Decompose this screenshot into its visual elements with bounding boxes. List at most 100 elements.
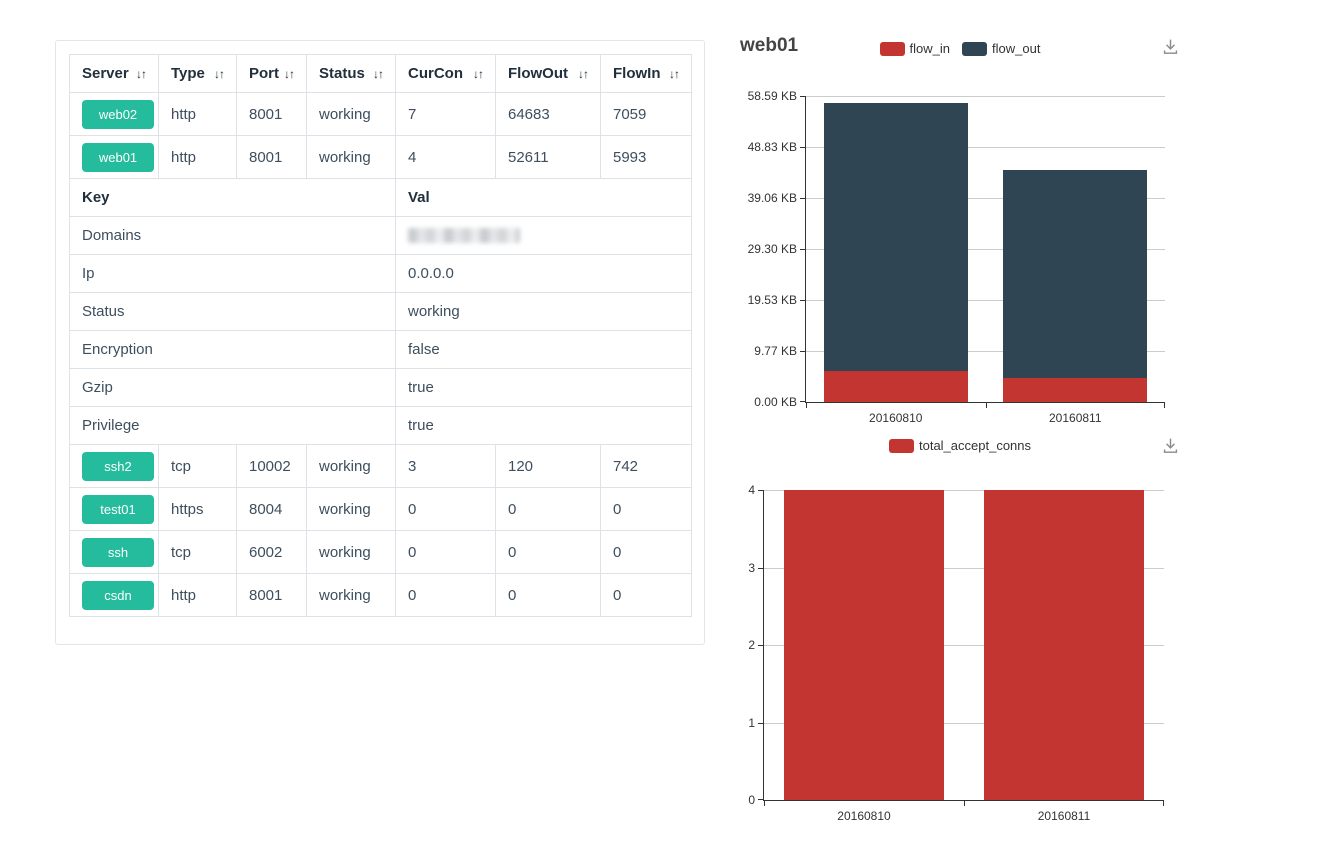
column-header-port[interactable]: Port ↓↑ — [236, 54, 307, 93]
legend-item-flow-out[interactable]: flow_out — [962, 41, 1040, 56]
cell-curcon: 0 — [395, 487, 496, 531]
bar-flow_out-20160811[interactable] — [1003, 170, 1147, 378]
legend-label: flow_out — [992, 41, 1041, 56]
table-row-web01[interactable]: web01 http 8001 working 4 52611 5993 — [69, 135, 692, 179]
cell-curcon: 7 — [395, 92, 496, 136]
flow-out-swatch — [962, 41, 988, 56]
y-axis-label: 4 — [748, 483, 755, 497]
column-label: Server — [82, 65, 129, 82]
column-header-status[interactable]: Status ↓↑ — [306, 54, 396, 93]
cell-curcon: 3 — [395, 444, 496, 488]
cell-flowout: 64683 — [495, 92, 601, 136]
sort-icon[interactable]: ↓↑ — [373, 66, 384, 81]
y-axis-label: 58.59 KB — [747, 89, 797, 103]
detail-key: Encryption — [69, 330, 396, 369]
y-axis-tick — [800, 249, 805, 250]
gridline — [764, 568, 1164, 569]
download-icon[interactable] — [1161, 436, 1180, 455]
column-header-flowin[interactable]: FlowIn ↓↑ — [600, 54, 692, 93]
x-axis-label: 20160810 — [869, 411, 923, 425]
detail-val: 0.0.0.0 — [395, 254, 692, 293]
sort-icon[interactable]: ↓↑ — [578, 66, 589, 81]
y-axis-tick — [758, 645, 763, 646]
x-axis-tick — [964, 801, 965, 806]
table-row-web02[interactable]: web02 http 8001 working 7 64683 7059 — [69, 92, 692, 136]
server-badge-web01[interactable]: web01 — [82, 142, 154, 172]
conns-chart-plot: 4 3 2 1 0 20160810 20160811 — [748, 483, 1164, 823]
chart-title: web01 — [740, 35, 799, 56]
bar-total_accept_conns-20160811[interactable] — [984, 490, 1144, 800]
legend-item-flow-in[interactable]: flow_in — [879, 41, 950, 56]
server-badge-test01[interactable]: test01 — [82, 494, 154, 524]
sort-icon[interactable]: ↓↑ — [669, 66, 680, 81]
cell-flowout: 52611 — [495, 135, 601, 179]
cell-status: working — [306, 573, 396, 617]
column-label: CurCon — [408, 65, 463, 82]
cell-port: 6002 — [236, 530, 307, 574]
detail-row-domains: Domains — [69, 216, 692, 255]
detail-val: working — [395, 292, 692, 331]
cell-status: working — [306, 92, 396, 136]
server-badge-csdn[interactable]: csdn — [82, 580, 154, 610]
column-label: Status — [319, 65, 365, 82]
x-axis-tick — [764, 801, 765, 806]
gridline — [806, 147, 1165, 148]
gridline — [806, 96, 1165, 97]
table-header-row: Server ↓↑ Type ↓↑ Port ↓↑ Status ↓↑ CurCon ↓↑… — [69, 54, 692, 93]
servers-table: Server ↓↑ Type ↓↑ Port ↓↑ Status ↓↑ CurCon ↓↑… — [69, 54, 692, 617]
column-header-flowout[interactable]: FlowOut ↓↑ — [495, 54, 601, 93]
detail-val: true — [395, 406, 692, 445]
server-badge-ssh[interactable]: ssh — [82, 537, 154, 567]
table-row-test01[interactable]: test01 https 8004 working 0 0 0 — [69, 487, 692, 531]
column-header-curcon[interactable]: CurCon ↓↑ — [395, 54, 496, 93]
x-axis-label: 20160811 — [1037, 809, 1091, 823]
bar-flow_out-20160810[interactable] — [824, 103, 968, 371]
cell-port: 8001 — [236, 135, 307, 179]
cell-status: working — [306, 530, 396, 574]
y-axis-label: 19.53 KB — [747, 293, 797, 307]
bar-flow_in-20160810[interactable] — [824, 371, 968, 402]
cell-curcon: 4 — [395, 135, 496, 179]
cell-type: tcp — [158, 444, 237, 488]
total-accept-conns-swatch — [888, 438, 914, 453]
column-label: Type — [171, 65, 205, 82]
detail-val — [395, 216, 692, 255]
detail-row-privilege: Privilege true — [69, 406, 692, 445]
server-badge-ssh2[interactable]: ssh2 — [82, 451, 154, 481]
detail-key: Domains — [69, 216, 396, 255]
bar-total_accept_conns-20160810[interactable] — [784, 490, 944, 800]
detail-row-status: Status working — [69, 292, 692, 331]
detail-row-ip: Ip 0.0.0.0 — [69, 254, 692, 293]
y-axis-tick — [758, 490, 763, 491]
sort-icon[interactable]: ↓↑ — [136, 66, 147, 81]
y-axis-tick — [800, 96, 805, 97]
detail-row-gzip: Gzip true — [69, 368, 692, 407]
sort-icon[interactable]: ↓↑ — [473, 66, 484, 81]
detail-key: Privilege — [69, 406, 396, 445]
column-label: FlowIn — [613, 65, 661, 82]
table-row-ssh2[interactable]: ssh2 tcp 10002 working 3 120 742 — [69, 444, 692, 488]
bar-flow_in-20160811[interactable] — [1003, 378, 1147, 402]
cell-port: 8001 — [236, 573, 307, 617]
y-axis-label: 1 — [748, 716, 755, 730]
x-axis-tick — [986, 403, 987, 408]
sort-icon[interactable]: ↓↑ — [214, 66, 225, 81]
sort-icon[interactable]: ↓↑ — [284, 66, 295, 81]
legend-item-total-accept-conns[interactable]: total_accept_conns — [888, 438, 1031, 453]
y-axis-tick — [758, 568, 763, 569]
cell-port: 8001 — [236, 92, 307, 136]
y-axis-label: 3 — [748, 561, 755, 575]
table-row-csdn[interactable]: csdn http 8001 working 0 0 0 — [69, 573, 692, 617]
server-badge-web02[interactable]: web02 — [82, 99, 154, 129]
cell-flowout: 0 — [495, 530, 601, 574]
y-axis-label: 0 — [748, 793, 755, 807]
column-header-type[interactable]: Type ↓↑ — [158, 54, 237, 93]
cell-curcon: 0 — [395, 530, 496, 574]
detail-val: false — [395, 330, 692, 369]
download-icon[interactable] — [1161, 37, 1180, 56]
column-header-server[interactable]: Server ↓↑ — [69, 54, 159, 93]
table-row-ssh[interactable]: ssh tcp 6002 working 0 0 0 — [69, 530, 692, 574]
cell-flowin: 742 — [600, 444, 692, 488]
detail-key: Ip — [69, 254, 396, 293]
